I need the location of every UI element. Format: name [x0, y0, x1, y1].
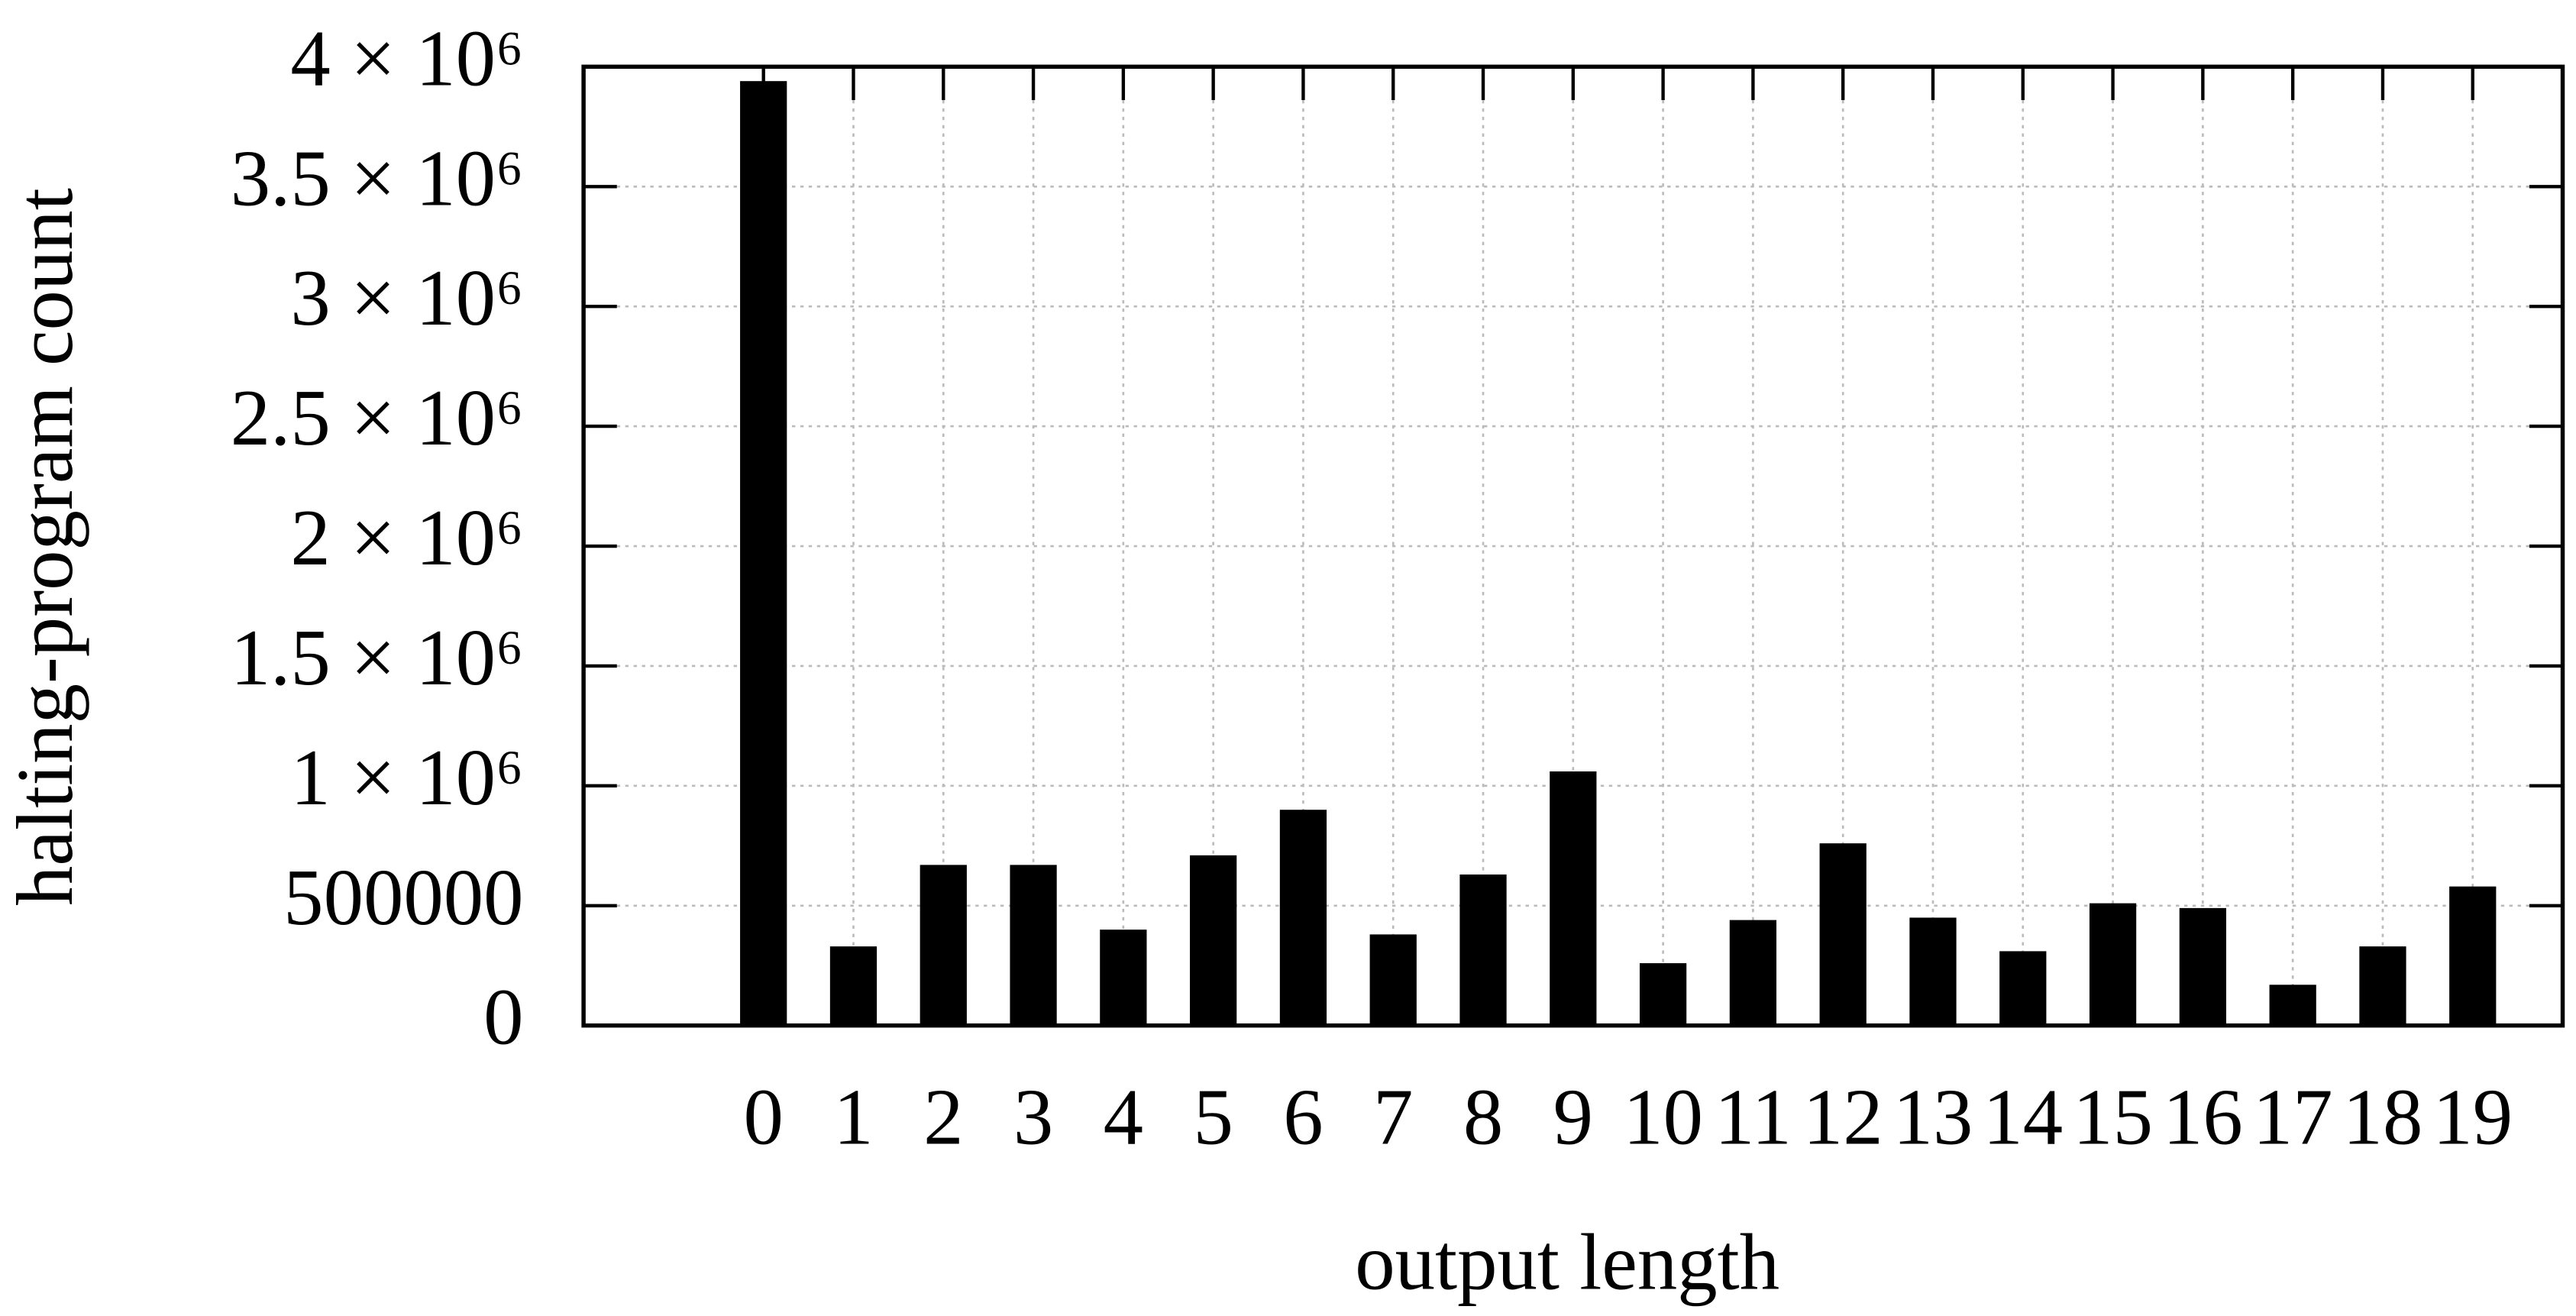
bar	[1639, 963, 1687, 1026]
bar	[1190, 855, 1237, 1026]
bar	[1279, 810, 1327, 1026]
bar	[2089, 903, 2137, 1026]
bar	[1100, 930, 1147, 1026]
bar	[2359, 946, 2406, 1026]
y-tick-label: 500000	[283, 853, 523, 942]
x-tick-label: 15	[2073, 1073, 2153, 1162]
x-tick-label: 19	[2432, 1073, 2513, 1162]
bar	[2269, 985, 2316, 1026]
x-axis-label: output length	[1355, 1218, 1779, 1307]
x-tick-label: 5	[1193, 1073, 1233, 1162]
bar	[1550, 771, 1597, 1026]
x-tick-label: 2	[923, 1073, 963, 1162]
y-tick-label: 2 × 10⁶	[290, 493, 523, 582]
y-tick-label: 4 × 10⁶	[290, 14, 523, 102]
y-tick-label: 1 × 10⁶	[290, 733, 523, 822]
x-tick-label: 7	[1373, 1073, 1413, 1162]
y-tick-label: 3.5 × 10⁶	[231, 134, 524, 222]
x-tick-label: 6	[1283, 1073, 1323, 1162]
bar	[1729, 920, 1777, 1026]
x-tick-label: 12	[1803, 1073, 1883, 1162]
y-tick-label: 0	[483, 973, 523, 1062]
x-tick-label: 16	[2163, 1073, 2243, 1162]
x-tick-label: 13	[1893, 1073, 1973, 1162]
y-tick-label: 2.5 × 10⁶	[231, 373, 524, 462]
x-tick-label: 0	[743, 1073, 783, 1162]
plot-frame	[581, 64, 2565, 1028]
x-tick-label: 17	[2253, 1073, 2333, 1162]
x-tick-label: 4	[1104, 1073, 1143, 1162]
x-tick-label: 9	[1553, 1073, 1593, 1162]
bar	[1909, 917, 1957, 1026]
bar	[1819, 843, 1867, 1026]
x-tick-label: 3	[1013, 1073, 1053, 1162]
y-tick-label: 3 × 10⁶	[290, 254, 523, 342]
bar	[2449, 886, 2497, 1026]
y-tick-label: 1.5 × 10⁶	[231, 613, 524, 702]
y-axis-label: halting-program count	[1, 188, 89, 906]
bar	[1010, 865, 1057, 1026]
x-tick-label: 8	[1463, 1073, 1503, 1162]
bar	[740, 81, 787, 1026]
bar	[1999, 951, 2047, 1026]
bar	[1369, 934, 1417, 1026]
bar	[2179, 907, 2226, 1026]
x-tick-label: 11	[1715, 1073, 1792, 1162]
bar	[920, 865, 967, 1026]
x-tick-label: 18	[2343, 1073, 2423, 1162]
x-tick-label: 10	[1623, 1073, 1703, 1162]
bar	[829, 946, 878, 1026]
bar	[1459, 874, 1507, 1026]
x-tick-label: 1	[833, 1073, 873, 1162]
x-tick-label: 14	[1983, 1073, 2063, 1162]
